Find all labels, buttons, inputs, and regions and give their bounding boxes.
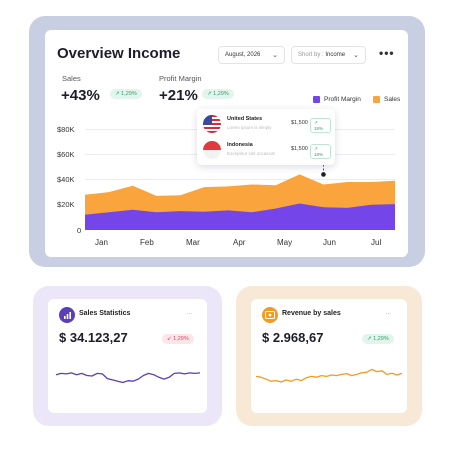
overview-title: Overview Income <box>57 45 181 62</box>
wallet-icon <box>262 307 278 323</box>
x-tick-label: Jul <box>371 238 382 247</box>
legend-swatch <box>373 96 380 103</box>
chart-icon <box>59 307 75 323</box>
tooltip-row-id: Indonesia Excepteur sint occaecat $1,500… <box>203 141 331 161</box>
x-tick-label: Apr <box>233 238 246 247</box>
chevron-down-icon: ⌄ <box>353 52 359 59</box>
kpi-profit-label: Profit Margin <box>159 74 202 83</box>
sparkline-path <box>255 368 403 383</box>
revenue-badge: ↗ 1,29% <box>362 334 394 344</box>
legend-sales: Sales <box>373 96 400 103</box>
overview-card: Overview Income August, 2026 ⌄ Short by … <box>45 30 408 257</box>
sales-statistics-badge: ↙ 1,29% <box>162 334 194 344</box>
tooltip-country-desc: Lorem ipsum is simply <box>227 125 272 130</box>
sparkline-path <box>55 372 201 384</box>
y-tick-label: $60K <box>57 150 75 159</box>
grid-line <box>85 179 395 180</box>
tooltip-country-name: Indonesia <box>227 142 253 148</box>
legend-label: Profit Margin <box>324 96 361 103</box>
tooltip-country-name: United States <box>227 116 263 122</box>
revenue-title: Revenue by sales <box>282 310 341 317</box>
series-area-profit-margin <box>85 203 395 230</box>
highlight-point[interactable] <box>320 171 327 178</box>
tooltip-row-us: United States Lorem ipsum is simply $1,5… <box>203 115 331 135</box>
tooltip-amount: $1,500 <box>291 120 308 126</box>
kpi-profit-value: +21% <box>159 87 198 104</box>
legend-swatch <box>313 96 320 103</box>
tooltip-badge: ↗ 18% <box>310 118 331 133</box>
us-flag-icon <box>203 115 221 133</box>
kpi-sales-label: Sales <box>62 74 81 83</box>
id-flag-icon <box>203 141 221 159</box>
kpi-sales-value: +43% <box>61 87 100 104</box>
tooltip-amount: $1,500 <box>291 146 308 152</box>
tooltip-country-desc: Excepteur sint occaecat <box>227 151 275 156</box>
x-tick-label: Mar <box>186 238 200 247</box>
x-tick-label: Feb <box>140 238 154 247</box>
chart-tooltip: United States Lorem ipsum is simply $1,5… <box>197 109 335 165</box>
legend-label: Sales <box>384 96 401 103</box>
kpi-sales-badge: ↗ 1,29% <box>110 89 142 99</box>
sort-select[interactable]: Short by : Income ⌄ <box>291 46 366 64</box>
more-options-icon[interactable]: ... <box>187 310 193 316</box>
x-tick-label: Jan <box>95 238 108 247</box>
revenue-sparkline <box>255 368 403 383</box>
more-options-icon[interactable]: ... <box>386 310 392 316</box>
y-tick-label: 0 <box>77 226 82 235</box>
chevron-down-icon: ⌄ <box>272 52 278 59</box>
x-tick-label: May <box>277 238 293 247</box>
legend-profit-margin: Profit Margin <box>313 96 361 103</box>
revenue-card: Revenue by sales ... $ 2.968,67 ↗ 1,29% <box>251 299 407 413</box>
y-tick-label: $80K <box>57 125 75 134</box>
sort-value: Income <box>325 52 346 58</box>
sales-statistics-value: $ 34.123,27 <box>59 330 128 345</box>
tooltip-badge: ↗ 18% <box>310 144 331 159</box>
sales-statistics-sparkline <box>55 372 201 384</box>
y-tick-label: $20K <box>57 200 75 209</box>
date-select-value: August, 2026 <box>225 52 261 58</box>
sales-statistics-card: Sales Statistics ... $ 34.123,27 ↙ 1,29% <box>48 299 207 413</box>
more-options-icon[interactable]: ••• <box>379 46 395 60</box>
y-tick-label: $40K <box>57 175 75 184</box>
sort-label: Short by : <box>298 52 324 58</box>
revenue-value: $ 2.968,67 <box>262 330 324 345</box>
kpi-profit-badge: ↗ 1,29% <box>202 89 234 99</box>
x-tick-label: Jun <box>323 238 336 247</box>
sales-statistics-title: Sales Statistics <box>79 310 131 317</box>
date-select[interactable]: August, 2026 ⌄ <box>218 46 285 64</box>
